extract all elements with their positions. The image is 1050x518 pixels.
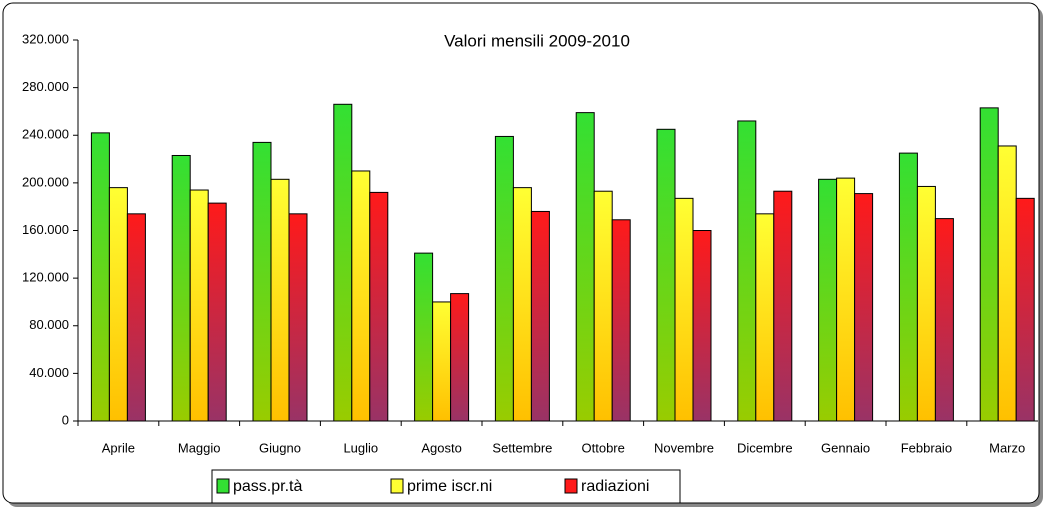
bar	[898, 152, 918, 422]
x-tick-label: Marzo	[989, 440, 1025, 455]
x-tick-label: Giugno	[259, 440, 301, 455]
bar	[530, 210, 550, 422]
y-tick-label: 320.000	[22, 31, 69, 46]
x-tick-label: Luglio	[343, 440, 378, 455]
bar	[997, 145, 1017, 422]
y-tick-label: 0	[62, 412, 69, 427]
bar	[979, 107, 999, 422]
bar	[755, 213, 775, 422]
bar	[674, 197, 694, 422]
y-tick-label: 160.000	[22, 222, 69, 237]
legend-label: radiazioni	[581, 478, 649, 495]
bar	[773, 190, 793, 422]
bar	[512, 187, 532, 422]
bar	[270, 178, 290, 422]
legend-label: prime iscr.ni	[407, 478, 492, 495]
x-tick-label: Gennaio	[821, 440, 870, 455]
x-tick-label: Febbraio	[901, 440, 952, 455]
x-tick-label: Novembre	[654, 440, 714, 455]
bar	[836, 177, 856, 422]
x-tick-label: Settembre	[492, 440, 552, 455]
bar	[450, 293, 470, 422]
bar	[414, 252, 434, 422]
bar	[171, 154, 191, 422]
bar	[854, 193, 874, 422]
bar	[575, 112, 595, 422]
bar	[351, 170, 371, 422]
bar	[692, 230, 712, 422]
y-tick-label: 40.000	[29, 365, 69, 380]
bar	[1015, 197, 1035, 422]
x-tick-label: Maggio	[178, 440, 221, 455]
y-tick-label: 200.000	[22, 174, 69, 189]
x-tick-label: Agosto	[421, 440, 461, 455]
legend-swatch	[390, 478, 404, 494]
legend-swatch	[216, 478, 230, 494]
bar	[818, 178, 838, 422]
bar	[189, 189, 209, 422]
bar	[369, 191, 389, 422]
y-tick-label: 240.000	[22, 127, 69, 142]
bar	[656, 128, 676, 422]
bar	[593, 190, 613, 422]
bar	[611, 219, 631, 422]
bar	[737, 120, 757, 422]
y-tick-label: 280.000	[22, 79, 69, 94]
bar	[207, 202, 227, 422]
bar	[934, 218, 954, 422]
bar	[333, 103, 353, 422]
x-tick-label: Dicembre	[737, 440, 793, 455]
bar	[126, 213, 146, 422]
bar	[494, 135, 514, 422]
legend-label: pass.pr.tà	[233, 478, 302, 495]
bar	[252, 141, 272, 422]
bar	[90, 132, 110, 422]
y-tick-label: 80.000	[29, 317, 69, 332]
bar	[108, 187, 128, 422]
y-tick-label: 120.000	[22, 270, 69, 285]
x-tick-label: Ottobre	[582, 440, 625, 455]
chart-title: Valori mensili 2009-2010	[444, 31, 630, 50]
bar	[288, 213, 308, 422]
legend-swatch	[564, 478, 578, 494]
x-tick-label: Aprile	[102, 440, 135, 455]
bar	[916, 185, 936, 422]
bar	[432, 301, 452, 422]
legend	[211, 469, 681, 504]
